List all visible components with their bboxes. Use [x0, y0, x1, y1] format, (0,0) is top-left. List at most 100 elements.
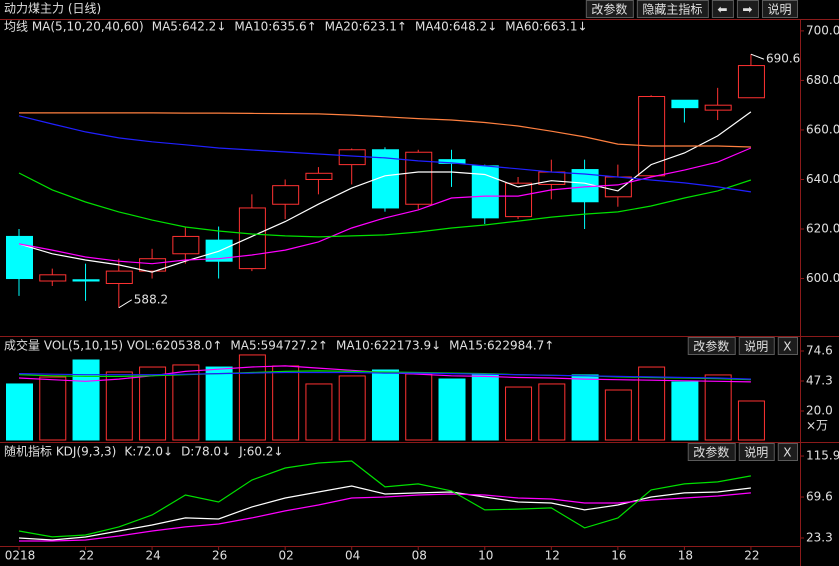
y-tick-label: 115.9	[806, 449, 839, 463]
button-label[interactable]: 说明	[744, 445, 768, 460]
y-tick-label: 620.0	[806, 222, 839, 236]
candle-body	[305, 172, 333, 180]
x-tick-label: 08	[412, 549, 427, 563]
indicator-line	[19, 112, 751, 148]
y-tick-label: 20.0	[806, 403, 833, 417]
legend-entry: J:60.2↓	[238, 445, 283, 459]
button-label[interactable]: ➡	[742, 3, 752, 17]
toolbar-title: 动力煤主力 (日线)	[4, 2, 101, 16]
indicator-line	[18, 460, 752, 538]
x-tick-label: 04	[345, 549, 360, 563]
y-unit: ×万	[806, 419, 828, 433]
volume-bar	[505, 386, 533, 441]
button[interactable]	[585, 0, 634, 18]
button-label[interactable]: 说明	[767, 2, 791, 17]
legend-entry: MA15:622984.7↑	[449, 339, 554, 353]
volume-bar	[671, 381, 699, 441]
button[interactable]	[761, 0, 798, 18]
legend-entry: D:78.0↓	[181, 445, 231, 459]
x-tick-label: 12	[545, 549, 560, 563]
y-tick-label: 69.6	[806, 490, 833, 504]
volume-bar	[6, 383, 33, 441]
button[interactable]	[736, 0, 759, 18]
y-tick-label: 680.0	[806, 73, 839, 87]
button[interactable]	[687, 443, 736, 461]
x-tick-label: 22	[79, 549, 94, 563]
candle-body	[671, 99, 699, 109]
button[interactable]	[777, 337, 798, 355]
candle-body	[72, 279, 100, 282]
legend-entry: MA10:622173.9↓	[336, 339, 441, 353]
button[interactable]	[636, 0, 709, 18]
indicator-line	[18, 115, 751, 193]
extreme-pointer	[118, 299, 133, 309]
y-tick-label: 640.0	[806, 172, 839, 186]
volume-bar	[172, 364, 200, 441]
extreme-label: 690.6	[766, 52, 800, 66]
volume-bar	[39, 376, 67, 441]
candle-body	[105, 270, 133, 284]
candle-body	[737, 65, 765, 99]
volume-bar	[538, 383, 566, 441]
volume-bar	[571, 374, 599, 441]
x-tick-label: 16	[611, 549, 626, 563]
button-label[interactable]: 改参数	[693, 445, 729, 460]
indicator-line	[18, 371, 751, 380]
legend-entry: 成交量 VOL(5,10,15) VOL:620538.0↑	[4, 338, 222, 353]
candle-body	[238, 207, 266, 270]
legend-entry: MA10:635.6↑	[234, 20, 316, 34]
volume-bar	[72, 359, 100, 441]
button-label[interactable]: 改参数	[693, 339, 729, 354]
volume-bar	[238, 354, 266, 441]
button[interactable]	[738, 443, 775, 461]
button-label[interactable]: 说明	[744, 339, 768, 354]
extreme-pointer	[750, 53, 765, 60]
candle-body	[505, 182, 533, 218]
legend-entry: MA60:663.1↓	[505, 20, 587, 34]
y-tick-label: 23.3	[806, 531, 833, 545]
x-tick-label: 22	[744, 549, 759, 563]
button[interactable]	[777, 443, 798, 461]
button[interactable]	[738, 337, 775, 355]
x-tick-label: 24	[145, 549, 160, 563]
volume-bar	[205, 366, 233, 441]
legend-entry: 随机指标 KDJ(9,3,3)	[4, 444, 116, 459]
button-label[interactable]: X	[783, 340, 791, 354]
button-label[interactable]: X	[783, 446, 791, 460]
legend-entry: K:72.0↓	[124, 445, 173, 459]
volume-bar	[338, 375, 366, 441]
indicator-line	[19, 492, 751, 542]
x-tick-label: 10	[478, 549, 493, 563]
x-tick-label: 26	[212, 549, 227, 563]
legend-entry: MA5:594727.2↑	[230, 339, 328, 353]
button[interactable]	[687, 337, 736, 355]
candle-body	[704, 104, 732, 111]
volume-bar	[438, 378, 466, 441]
candle-body	[139, 258, 167, 272]
indicator-line	[18, 172, 752, 238]
legend-entry: MA20:623.1↑	[325, 20, 407, 34]
volume-bar	[638, 366, 666, 441]
candle-body	[405, 151, 433, 205]
button[interactable]	[711, 0, 734, 18]
button-label[interactable]: 改参数	[591, 2, 627, 17]
y-tick-label: 600.0	[806, 271, 839, 285]
volume-bar	[704, 374, 732, 441]
volume-bar	[471, 373, 499, 441]
candle-body	[272, 185, 300, 205]
candle-body	[6, 235, 33, 280]
x-tick-label: 18	[678, 549, 693, 563]
candle-body	[638, 96, 666, 177]
volume-bar	[305, 383, 333, 441]
button-label[interactable]: ⬅	[717, 3, 727, 17]
y-tick-label: 660.0	[806, 122, 839, 136]
y-tick-label: 74.6	[806, 343, 833, 357]
candle-body	[39, 274, 67, 282]
volume-bar	[139, 366, 167, 441]
y-tick-label: 47.3	[806, 373, 833, 387]
button-label[interactable]: 隐藏主指标	[642, 2, 702, 17]
legend-entry: MA5:642.2↓	[152, 20, 227, 34]
legend-entry: MA40:648.2↓	[415, 20, 497, 34]
